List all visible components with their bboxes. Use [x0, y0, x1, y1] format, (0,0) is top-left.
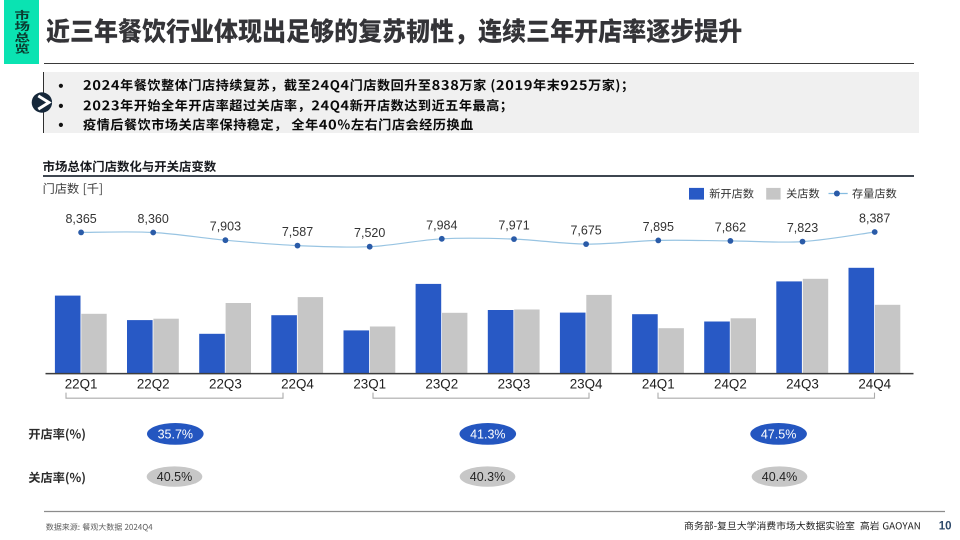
svg-text:22Q4: 22Q4 — [281, 376, 314, 391]
svg-text:35.7%: 35.7% — [158, 427, 193, 441]
svg-text:22Q1: 22Q1 — [65, 376, 98, 391]
svg-text:7,895: 7,895 — [643, 220, 674, 234]
svg-text:8,365: 8,365 — [65, 212, 96, 226]
svg-text:40.4%: 40.4% — [762, 470, 797, 484]
svg-text:10: 10 — [939, 521, 952, 533]
svg-text:7,984: 7,984 — [426, 218, 457, 232]
svg-text:23Q3: 23Q3 — [498, 376, 531, 391]
svg-text:24Q1: 24Q1 — [642, 376, 675, 391]
svg-text:8,387: 8,387 — [859, 212, 890, 226]
svg-text:24Q2: 24Q2 — [714, 376, 747, 391]
svg-text:23Q1: 23Q1 — [353, 376, 386, 391]
svg-text:40.3%: 40.3% — [470, 470, 505, 484]
svg-text:7,862: 7,862 — [715, 220, 746, 234]
svg-text:40.5%: 40.5% — [157, 470, 192, 484]
svg-text:7,675: 7,675 — [570, 224, 601, 238]
svg-text:7,903: 7,903 — [210, 220, 241, 234]
svg-text:23Q2: 23Q2 — [425, 376, 458, 391]
svg-text:22Q2: 22Q2 — [137, 376, 170, 391]
svg-text:7,823: 7,823 — [787, 221, 818, 235]
svg-text:23Q4: 23Q4 — [570, 376, 603, 391]
svg-text:47.5%: 47.5% — [761, 427, 796, 441]
svg-text:22Q3: 22Q3 — [209, 376, 242, 391]
svg-text:41.3%: 41.3% — [470, 427, 505, 441]
svg-text:7,520: 7,520 — [354, 226, 385, 240]
svg-text:8,360: 8,360 — [138, 212, 169, 226]
svg-text:24Q4: 24Q4 — [858, 376, 891, 391]
svg-text:7,587: 7,587 — [282, 225, 313, 239]
svg-text:24Q3: 24Q3 — [786, 376, 819, 391]
svg-text:7,971: 7,971 — [498, 219, 529, 233]
